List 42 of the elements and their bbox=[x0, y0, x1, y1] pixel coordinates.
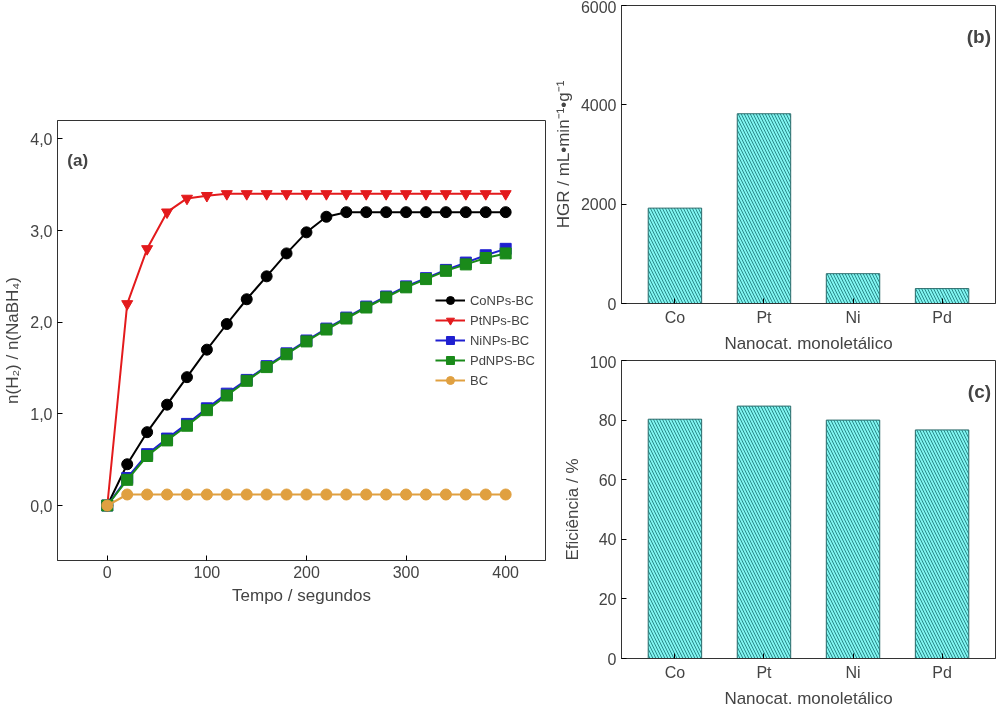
y-tick-label: 0,0 bbox=[30, 497, 53, 515]
y-tick-label: 0 bbox=[607, 295, 617, 313]
y-axis-title: HGR / mL•min⁻¹•g⁻¹ bbox=[553, 80, 573, 229]
y-tick-label: 4000 bbox=[580, 96, 617, 114]
annotation: (b) bbox=[966, 26, 992, 48]
x-tick-label: 200 bbox=[293, 563, 320, 581]
y-tick-label: 3,0 bbox=[30, 222, 53, 240]
y-tick-label: 1,0 bbox=[30, 405, 53, 423]
y-tick-label: 60 bbox=[598, 471, 617, 489]
legend-label: PtNPs-BC bbox=[469, 312, 530, 328]
y-tick-label: 100 bbox=[589, 353, 617, 371]
x-tick-label: 300 bbox=[392, 563, 420, 581]
x-tick-label: 0 bbox=[102, 563, 112, 581]
x-tick-label: Pt bbox=[756, 308, 773, 326]
x-tick-label: Ni bbox=[845, 663, 861, 681]
legend-label: NiNPs-BC bbox=[469, 332, 530, 348]
x-tick-label: Co bbox=[664, 308, 686, 326]
x-tick-label: Co bbox=[664, 663, 686, 681]
y-tick-label: 0 bbox=[607, 650, 617, 668]
x-tick-label: Pd bbox=[932, 663, 952, 681]
x-axis-title: Nanocat. monoletálico bbox=[724, 688, 893, 708]
x-tick-label: Pd bbox=[932, 308, 952, 326]
y-tick-label: 20 bbox=[598, 590, 617, 608]
x-axis-title: Nanocat. monoletálico bbox=[724, 333, 893, 353]
legend-label: BC bbox=[469, 372, 490, 388]
annotation: (c) bbox=[967, 381, 992, 403]
x-tick-label: Pt bbox=[756, 663, 773, 681]
y-tick-label: 4,0 bbox=[30, 130, 53, 148]
y-axis-title: Eficiência / % bbox=[562, 458, 582, 561]
y-tick-label: 2000 bbox=[580, 196, 617, 214]
y-tick-label: 6000 bbox=[580, 0, 617, 16]
y-tick-label: 2,0 bbox=[30, 314, 53, 332]
x-tick-label: Ni bbox=[845, 308, 861, 326]
y-tick-label: 40 bbox=[598, 531, 617, 549]
x-tick-label: 100 bbox=[193, 563, 221, 581]
y-axis-title: n(H₂) / n(NaBH₄) bbox=[3, 277, 23, 404]
legend-label: PdNPS-BC bbox=[469, 352, 535, 368]
legend-label: CoNPs-BC bbox=[469, 292, 534, 308]
x-axis-title: Tempo / segundos bbox=[232, 585, 371, 605]
annotation: (a) bbox=[67, 151, 89, 171]
x-tick-label: 400 bbox=[492, 563, 520, 581]
y-tick-label: 80 bbox=[598, 412, 617, 430]
